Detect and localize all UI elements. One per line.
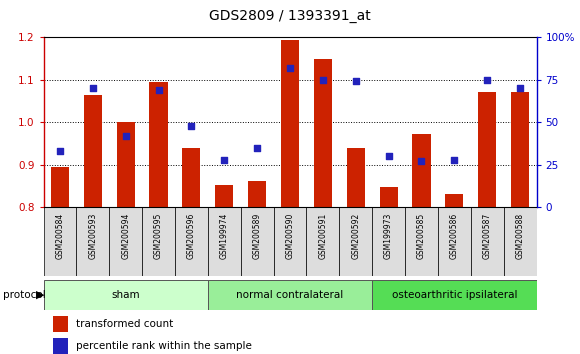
Bar [215,185,233,207]
Point [450,157,459,162]
Text: GSM200595: GSM200595 [154,213,163,259]
Bar [44,280,208,310]
Bar [306,207,339,276]
Bar [314,59,332,207]
Point [220,157,229,162]
Bar [503,207,536,276]
Bar [445,194,463,207]
Text: GSM200592: GSM200592 [351,213,360,259]
Point [318,77,328,82]
Point [516,85,525,91]
Text: normal contralateral: normal contralateral [237,290,343,300]
Bar [109,207,142,276]
Text: transformed count: transformed count [75,319,173,329]
Text: GSM199974: GSM199974 [220,213,229,259]
Bar [274,207,306,276]
Text: GSM200587: GSM200587 [483,213,492,259]
Bar [53,337,68,354]
Point [285,65,295,70]
Bar [511,92,529,207]
Bar [405,207,438,276]
Text: protocol: protocol [3,290,46,300]
Bar [347,148,365,207]
Bar [53,316,68,332]
Text: GSM200590: GSM200590 [285,213,295,259]
Point [88,85,97,91]
Bar [150,82,168,207]
Text: osteoarthritic ipsilateral: osteoarthritic ipsilateral [392,290,517,300]
Point [187,123,196,129]
Point [252,145,262,150]
Text: GSM200594: GSM200594 [121,213,130,259]
Bar [438,207,471,276]
Bar [372,280,536,310]
Bar [182,148,201,207]
Point [417,158,426,164]
Bar [248,181,266,207]
Bar [241,207,274,276]
Point [351,79,360,84]
Text: GSM200596: GSM200596 [187,213,196,259]
Text: GSM199973: GSM199973 [384,213,393,259]
Point [55,148,64,154]
Bar [44,207,77,276]
Bar [175,207,208,276]
Text: percentile rank within the sample: percentile rank within the sample [75,341,251,350]
Bar [339,207,372,276]
Text: GSM200591: GSM200591 [318,213,327,259]
Bar [84,95,102,207]
Point [121,133,130,138]
Bar [412,134,430,207]
Point [483,77,492,82]
Bar [208,207,241,276]
Text: GSM200584: GSM200584 [56,213,64,259]
Bar [471,207,503,276]
Text: GSM200588: GSM200588 [516,213,524,259]
Bar [372,207,405,276]
Bar [478,92,496,207]
Bar [142,207,175,276]
Bar [281,40,299,207]
Text: GSM200585: GSM200585 [417,213,426,259]
Text: GSM200586: GSM200586 [450,213,459,259]
Bar [208,280,372,310]
Bar [379,187,398,207]
Text: ▶: ▶ [36,290,45,300]
Text: GDS2809 / 1393391_at: GDS2809 / 1393391_at [209,9,371,23]
Text: sham: sham [111,290,140,300]
Point [154,87,163,93]
Bar [77,207,109,276]
Point [384,153,393,159]
Bar [51,167,69,207]
Text: GSM200589: GSM200589 [253,213,262,259]
Bar [117,122,135,207]
Text: GSM200593: GSM200593 [88,213,97,259]
